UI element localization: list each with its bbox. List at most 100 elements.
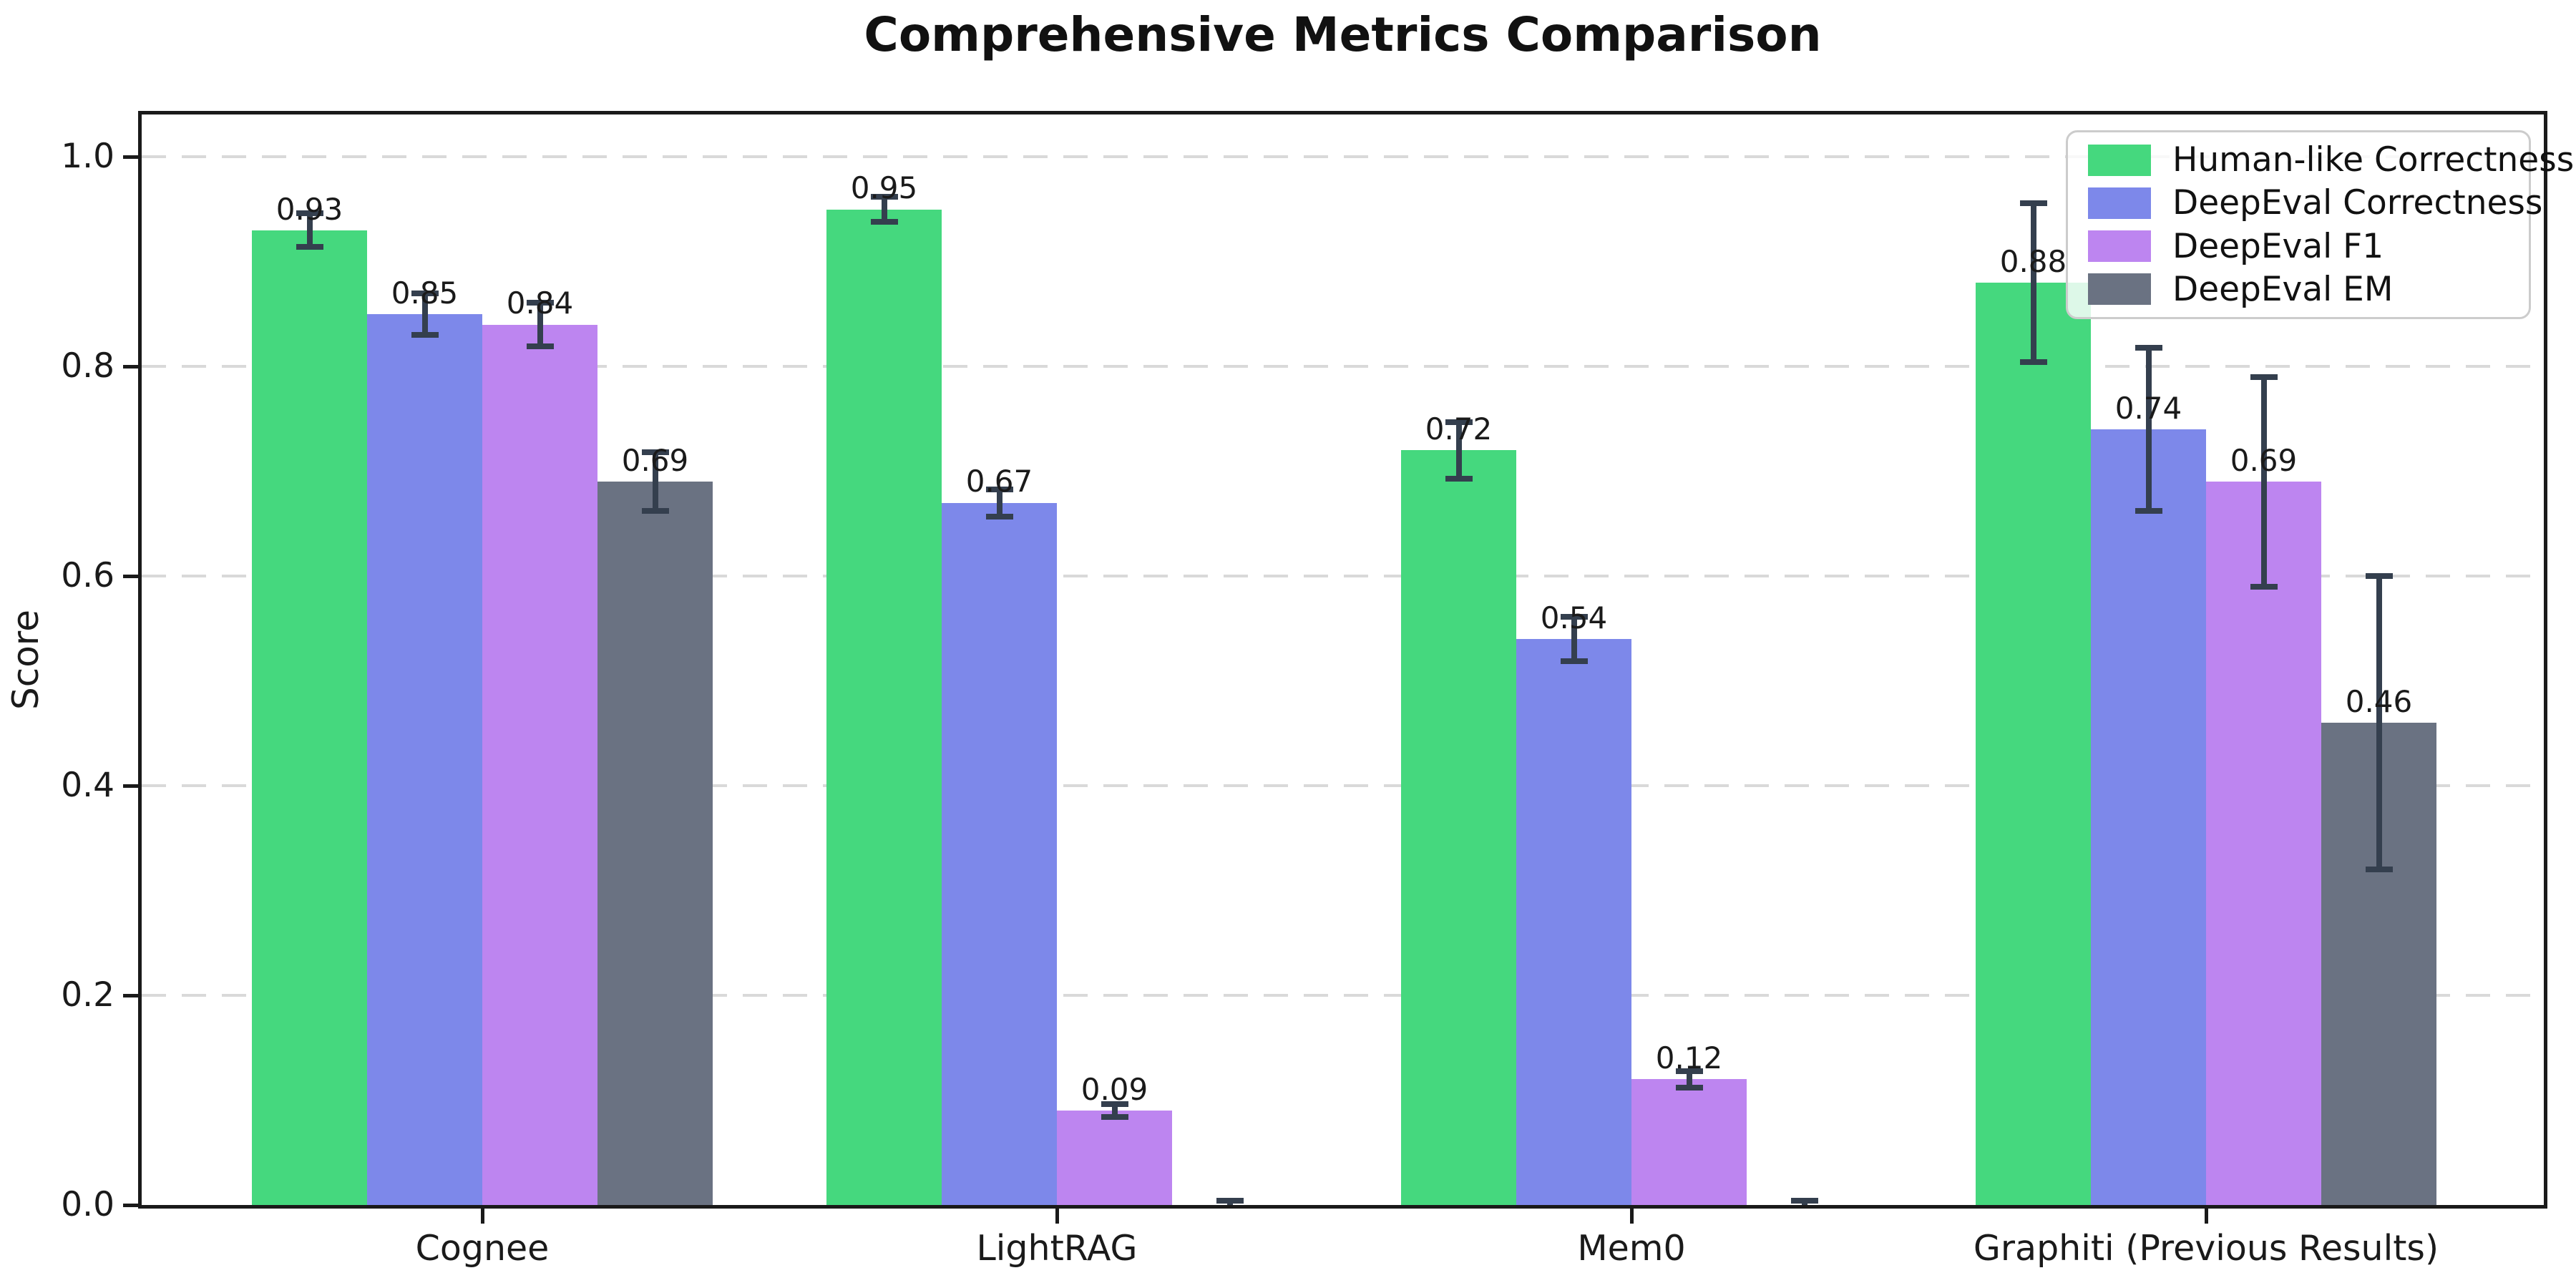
x-tick-label-2: Mem0 <box>1577 1228 1686 1269</box>
y-axis-title: Score <box>5 609 47 711</box>
error-cap-top-DeepEval EM-Mem0 <box>1790 1198 1818 1204</box>
gridline-0.2 <box>142 994 2544 997</box>
error-bar-Human-like Correctness-Mem0 <box>1455 421 1462 479</box>
bar-value-label-DeepEval F1-Cognee: 0.84 <box>506 286 574 321</box>
gridline-1.0 <box>142 155 2544 159</box>
x-tick-mark-1 <box>1055 1205 1059 1224</box>
bar-value-label-DeepEval Correctness-Graphiti (Previous Results): 0.74 <box>2114 390 2182 426</box>
error-bar-DeepEval F1-Graphiti (Previous Results) <box>2260 376 2267 587</box>
bar-Human-like Correctness-Mem0 <box>1401 450 1516 1205</box>
legend-label-1: DeepEval Correctness <box>2172 183 2543 223</box>
error-bar-DeepEval EM-Cognee <box>652 452 658 512</box>
error-bar-Human-like Correctness-Cognee <box>306 213 313 248</box>
bar-value-label-DeepEval F1-Graphiti (Previous Results): 0.69 <box>2230 443 2298 479</box>
legend-item-2: DeepEval F1 <box>2088 227 2509 266</box>
error-cap-top-DeepEval EM-Cognee <box>641 449 669 456</box>
error-cap-top-DeepEval F1-Graphiti (Previous Results) <box>2250 374 2278 380</box>
legend-swatch-1 <box>2088 187 2151 219</box>
error-cap-top-Human-like Correctness-LightRAG <box>870 193 898 200</box>
y-tick-mark-0.4 <box>123 784 142 789</box>
bar-value-label-Human-like Correctness-LightRAG: 0.95 <box>850 170 918 206</box>
error-cap-top-DeepEval EM-Graphiti (Previous Results) <box>2365 573 2393 580</box>
error-cap-bottom-DeepEval F1-LightRAG <box>1101 1113 1128 1120</box>
error-cap-bottom-DeepEval F1-Graphiti (Previous Results) <box>2250 583 2278 590</box>
y-tick-label-0.4: 0.4 <box>61 766 114 806</box>
x-tick-label-1: LightRAG <box>976 1228 1138 1269</box>
legend-label-3: DeepEval EM <box>2172 269 2394 309</box>
error-cap-bottom-DeepEval F1-Mem0 <box>1675 1084 1703 1091</box>
y-tick-label-0.6: 0.6 <box>61 556 114 596</box>
bar-value-label-Human-like Correctness-Cognee: 0.93 <box>275 191 343 227</box>
error-cap-top-DeepEval Correctness-Graphiti (Previous Results) <box>2135 344 2162 351</box>
bar-value-label-DeepEval EM-Graphiti (Previous Results): 0.46 <box>2345 683 2413 719</box>
error-cap-bottom-Human-like Correctness-Graphiti (Previous Results) <box>2019 359 2047 366</box>
error-cap-top-DeepEval Correctness-Cognee <box>411 290 439 296</box>
error-cap-top-DeepEval F1-Mem0 <box>1675 1068 1703 1074</box>
bar-DeepEval Correctness-LightRAG <box>942 502 1057 1205</box>
y-tick-mark-0.6 <box>123 575 142 579</box>
legend-item-3: DeepEval EM <box>2088 270 2509 309</box>
bar-DeepEval F1-Graphiti (Previous Results) <box>2206 482 2321 1205</box>
error-cap-top-Human-like Correctness-Cognee <box>296 210 323 217</box>
bar-Human-like Correctness-Cognee <box>252 230 367 1205</box>
bar-value-label-DeepEval F1-Mem0: 0.12 <box>1655 1040 1723 1075</box>
legend-label-2: DeepEval F1 <box>2172 226 2384 266</box>
error-cap-top-Human-like Correctness-Graphiti (Previous Results) <box>2019 200 2047 206</box>
error-bar-DeepEval F1-Cognee <box>537 302 543 347</box>
bar-value-label-Human-like Correctness-Mem0: 0.72 <box>1425 411 1493 447</box>
y-tick-label-0.0: 0.0 <box>61 1185 114 1224</box>
error-cap-top-DeepEval Correctness-Mem0 <box>1560 614 1588 620</box>
chart-title: Comprehensive Metrics Comparison <box>864 7 1822 62</box>
bar-value-label-DeepEval Correctness-Cognee: 0.85 <box>391 275 459 311</box>
error-bar-DeepEval Correctness-LightRAG <box>996 489 1002 517</box>
error-cap-bottom-DeepEval Correctness-LightRAG <box>985 513 1013 519</box>
y-tick-label-1.0: 1.0 <box>61 137 114 177</box>
error-cap-bottom-DeepEval EM-Cognee <box>641 508 669 514</box>
error-cap-top-Human-like Correctness-Mem0 <box>1445 419 1473 425</box>
bar-DeepEval EM-Cognee <box>597 482 713 1205</box>
legend: Human-like Correctness DeepEval Correctne… <box>2066 130 2574 319</box>
error-bar-DeepEval Correctness-Mem0 <box>1571 617 1577 661</box>
x-tick-label-3: Graphiti (Previous Results) <box>1973 1228 2439 1269</box>
error-bar-DeepEval F1-Mem0 <box>1686 1070 1692 1088</box>
error-cap-bottom-Human-like Correctness-Cognee <box>296 244 323 250</box>
x-tick-mark-0 <box>481 1205 484 1224</box>
bar-value-label-DeepEval Correctness-LightRAG: 0.67 <box>965 464 1033 499</box>
bar-Human-like Correctness-Graphiti (Previous Results) <box>1976 283 2091 1205</box>
gridline-0.6 <box>142 575 2544 578</box>
bar-DeepEval F1-Cognee <box>482 324 597 1205</box>
error-cap-bottom-DeepEval Correctness-Graphiti (Previous Results) <box>2135 508 2162 514</box>
error-cap-bottom-DeepEval Correctness-Mem0 <box>1560 658 1588 664</box>
legend-swatch-2 <box>2088 230 2151 263</box>
error-bar-DeepEval EM-Graphiti (Previous Results) <box>2376 576 2382 870</box>
y-tick-mark-1.0 <box>123 155 142 160</box>
error-bar-DeepEval Correctness-Graphiti (Previous Results) <box>2145 347 2152 512</box>
error-cap-bottom-DeepEval Correctness-Cognee <box>411 332 439 338</box>
bar-DeepEval Correctness-Cognee <box>367 314 482 1205</box>
error-cap-bottom-DeepEval F1-Cognee <box>526 343 554 350</box>
bar-DeepEval Correctness-Mem0 <box>1516 639 1631 1205</box>
bar-value-label-DeepEval F1-LightRAG: 0.09 <box>1080 1071 1148 1107</box>
error-cap-top-DeepEval F1-LightRAG <box>1101 1101 1128 1108</box>
error-cap-top-DeepEval F1-Cognee <box>526 299 554 306</box>
y-tick-mark-0.8 <box>123 365 142 369</box>
legend-swatch-3 <box>2088 273 2151 306</box>
gridline-0.4 <box>142 784 2544 788</box>
y-tick-label-0.8: 0.8 <box>61 346 114 386</box>
legend-item-0: Human-like Correctness <box>2088 140 2574 180</box>
bar-DeepEval F1-Mem0 <box>1631 1079 1747 1205</box>
error-bar-DeepEval Correctness-Cognee <box>421 293 428 336</box>
error-bar-Human-like Correctness-Graphiti (Previous Results) <box>2030 203 2036 363</box>
legend-label-0: Human-like Correctness <box>2172 140 2575 180</box>
error-cap-bottom-Human-like Correctness-Mem0 <box>1445 475 1473 482</box>
x-tick-mark-3 <box>2205 1205 2208 1224</box>
error-bar-Human-like Correctness-LightRAG <box>881 196 887 223</box>
error-cap-bottom-DeepEval EM-Graphiti (Previous Results) <box>2365 867 2393 873</box>
y-tick-mark-0.2 <box>123 994 142 998</box>
error-bar-DeepEval F1-LightRAG <box>1111 1104 1118 1117</box>
bar-value-label-Human-like Correctness-Graphiti (Previous Results): 0.88 <box>1999 243 2067 279</box>
bar-DeepEval Correctness-Graphiti (Previous Results) <box>2091 429 2206 1205</box>
y-tick-label-0.2: 0.2 <box>61 975 114 1015</box>
legend-item-1: DeepEval Correctness <box>2088 183 2542 223</box>
